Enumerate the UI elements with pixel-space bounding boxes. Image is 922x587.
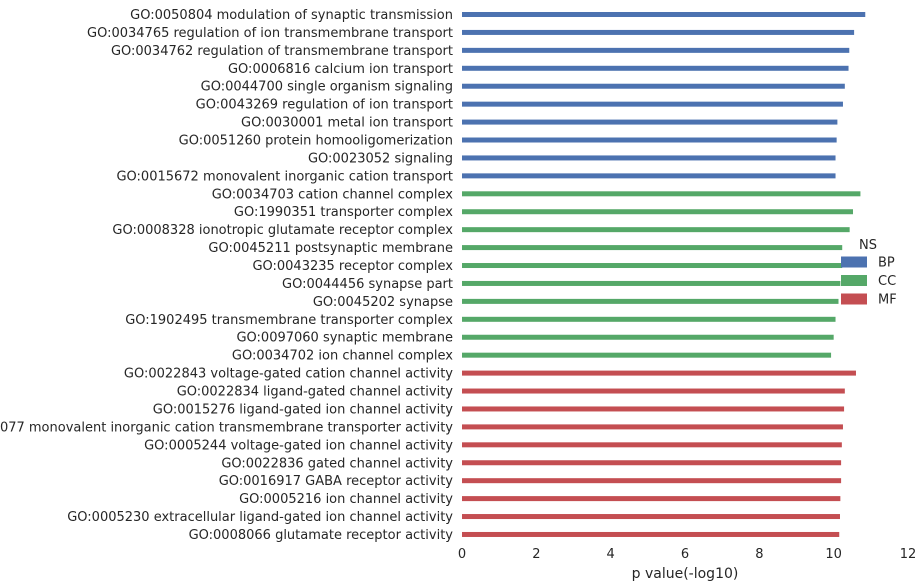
category-label: GO:0034702 ion channel complex — [232, 349, 453, 364]
x-tick-label: 8 — [755, 547, 763, 562]
category-label: GO:0097060 synaptic membrane — [236, 331, 453, 346]
x-axis-label: p value(-log10) — [632, 566, 739, 582]
category-label: GO:0050804 modulation of synaptic transm… — [130, 8, 453, 23]
x-tick-label: 10 — [825, 547, 842, 562]
category-label: GO:0005244 voltage-gated ion channel act… — [144, 438, 453, 453]
legend-swatch — [841, 275, 867, 286]
bar — [462, 442, 842, 448]
x-tick-label: 0 — [458, 547, 466, 562]
category-label: GO:0034703 cation channel complex — [212, 187, 454, 202]
bar — [462, 83, 845, 89]
bar — [462, 388, 845, 394]
bar — [462, 65, 849, 71]
bar — [462, 298, 839, 304]
bar — [462, 29, 855, 35]
bar — [462, 119, 838, 125]
x-tick-labels: 0 2 4 6 8 10 12 — [458, 547, 916, 562]
category-label: GO:0016917 GABA receptor activity — [219, 474, 454, 489]
x-tick-label: 12 — [900, 547, 917, 562]
legend-swatch — [841, 293, 867, 305]
bar — [462, 460, 842, 466]
bars-layer — [462, 12, 866, 537]
bar — [462, 12, 866, 17]
category-label: GO:0005230 extracellular ligand-gated io… — [67, 510, 453, 525]
bar — [462, 47, 850, 53]
category-label: GO:1902495 transmembrane transporter com… — [125, 313, 453, 328]
bar — [462, 280, 841, 286]
category-label: GO:0034762 regulation of transmembrane t… — [111, 44, 453, 59]
category-label: GO:0030001 metal ion transport — [241, 116, 453, 131]
category-label: GO:0022836 gated channel activity — [221, 456, 453, 471]
bar — [462, 263, 843, 269]
bar — [462, 531, 840, 537]
category-label: GO:0045211 postsynaptic membrane — [208, 241, 453, 256]
category-label: GO:0006816 calcium ion transport — [228, 62, 453, 77]
category-label: GO:0008066 glutamate receptor activity — [189, 528, 454, 543]
bar — [462, 316, 836, 322]
legend-title: NS — [859, 238, 877, 253]
category-label: GO:0045202 synapse — [313, 295, 453, 310]
bar — [462, 514, 840, 520]
legend-label: MF — [878, 293, 897, 308]
bar — [462, 334, 834, 340]
bar — [462, 209, 853, 215]
bar — [462, 352, 832, 358]
bar — [462, 191, 861, 197]
category-label: GO:0008328 ionotropic glutamate receptor… — [112, 223, 453, 238]
category-label: GO:0044700 single organism signaling — [201, 80, 453, 95]
category-label: GO:0015276 ligand-gated ion channel acti… — [153, 402, 454, 417]
bar — [462, 137, 837, 143]
x-tick-label: 4 — [607, 547, 615, 562]
category-label: GO:0022843 voltage-gated cation channel … — [124, 367, 453, 382]
bar — [462, 424, 843, 430]
category-label: GO:0043235 receptor complex — [252, 259, 453, 274]
category-label: GO:1990351 transporter complex — [234, 205, 453, 220]
category-label: GO:0015672 monovalent inorganic cation t… — [116, 169, 453, 184]
bar — [462, 496, 841, 502]
bar — [462, 478, 842, 484]
category-label: GO:0043269 regulation of ion transport — [196, 98, 453, 113]
bar — [462, 173, 836, 179]
x-tick-label: 2 — [532, 547, 540, 562]
legend: NS BP CC MF — [841, 238, 897, 308]
bar — [462, 155, 836, 161]
legend-label: CC — [878, 274, 896, 289]
legend-label: BP — [878, 256, 895, 271]
legend-swatch — [841, 256, 867, 268]
bar — [462, 227, 850, 233]
category-label: GO:0022834 ligand-gated channel activity — [177, 385, 454, 400]
category-label: GO:0005216 ion channel activity — [239, 492, 453, 507]
category-label: GO:0023052 signaling — [308, 151, 453, 166]
category-label: GO:0044456 synapse part — [282, 277, 453, 292]
bar — [462, 101, 843, 107]
category-labels: GO:0050804 modulation of synaptic transm… — [0, 8, 453, 543]
category-label: GO:0015077 monovalent inorganic cation t… — [0, 420, 453, 435]
x-tick-label: 6 — [681, 547, 689, 562]
bar — [462, 406, 845, 412]
category-label: GO:0034765 regulation of ion transmembra… — [87, 26, 453, 41]
category-label: GO:0051260 protein homooligomerization — [179, 134, 453, 149]
bar — [462, 245, 843, 251]
bar — [462, 370, 856, 376]
